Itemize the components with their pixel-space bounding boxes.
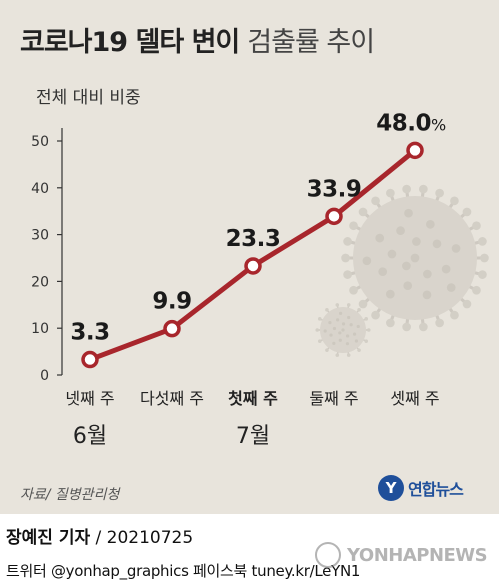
yonhap-logo: Y 연합뉴스 (378, 475, 464, 501)
virus-icon (315, 303, 371, 357)
y-tick-label: 0 (40, 368, 49, 384)
y-axis-label: 전체 대비 비중 (36, 88, 141, 108)
watermark: YONHAPNEWS (315, 542, 488, 568)
data-label: 23.3 (226, 226, 281, 252)
source-note: 자료/ 질병관리청 (20, 487, 120, 503)
data-point (325, 207, 343, 226)
x-tick-label: 둘째 주 (309, 389, 358, 408)
virus-icon (341, 184, 489, 332)
y-tick-label: 50 (31, 134, 49, 150)
title-bold: 코로나19 델타 변이 (20, 27, 240, 58)
y-tick-label: 20 (31, 274, 49, 290)
data-label: 9.9 (152, 289, 191, 315)
logo-icon: Y (378, 475, 404, 501)
reporter-line: 장예진 기자 / 20210725 (6, 523, 193, 548)
reporter-date: / 20210725 (90, 528, 194, 548)
x-tick-label: 다섯째 주 (140, 389, 204, 408)
data-point (244, 257, 262, 275)
data-label: 33.9 (307, 176, 362, 202)
y-tick-label: 40 (31, 181, 49, 197)
x-tick-label: 셋째 주 (390, 389, 439, 408)
data-label: 3.3 (70, 320, 109, 346)
month-label: 7월 (236, 424, 270, 449)
data-point (163, 319, 181, 338)
y-tick-label: 30 (31, 228, 49, 244)
virus-illustration (315, 184, 489, 357)
line-chart: 0 10 20 30 40 50 넷째 주 다섯째 주 첫째 주 둘째 주 셋째 주 6월 7월 3… (31, 110, 489, 449)
month-label: 6월 (73, 424, 107, 449)
chart-title: 코로나19 델타 변이 검출률 추이 (20, 20, 375, 59)
logo-text: 연합뉴스 (408, 480, 464, 499)
data-label-unit: % (431, 115, 446, 134)
x-tick-label: 넷째 주 (65, 389, 114, 408)
x-tick-label: 첫째 주 (228, 389, 278, 408)
watermark-icon (315, 542, 341, 568)
watermark-text: YONHAPNEWS (347, 544, 488, 566)
reporter-name: 장예진 기자 (6, 528, 91, 548)
data-point (406, 141, 424, 160)
y-tick-label: 10 (31, 321, 49, 337)
infographic-card: 코로나19 델타 변이 검출률 추이 전체 대비 비중 0 10 20 30 40 50 넷… (0, 0, 499, 514)
social-links: 트위터 @yonhap_graphics 페이스북 tuney.kr/LeYN1 (6, 562, 361, 580)
title-light: 검출률 추이 (247, 27, 375, 58)
data-label: 48.0% (376, 110, 446, 136)
data-point (81, 350, 99, 369)
